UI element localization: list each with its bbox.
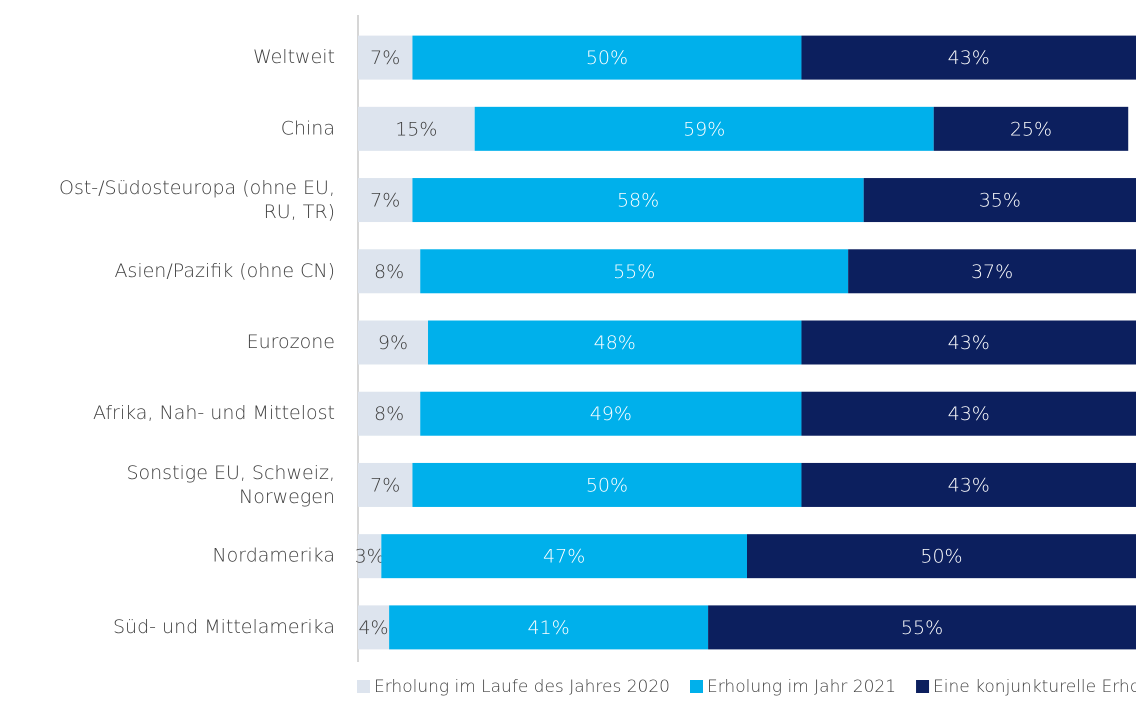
bar-segment [358,534,382,579]
value-label: 15% [395,118,437,140]
bar-segment [358,605,390,650]
category-label: Nordamerika [212,545,335,567]
bar-segment [863,178,1136,223]
bar-segment [933,106,1129,151]
value-label: 41% [527,617,569,639]
bar-segment [420,391,802,436]
value-label: 7% [370,474,400,496]
category-label: Weltweit [253,46,335,68]
legend-swatch [690,680,703,693]
value-label: 47% [543,546,585,568]
value-label: 55% [613,261,655,283]
value-label: 50% [586,474,628,496]
value-label: 7% [370,190,400,212]
value-label: 8% [374,261,404,283]
legend-swatch [357,680,370,693]
bar-segment [358,320,429,365]
bar-segment [708,605,1136,650]
bar-segment [801,462,1136,507]
bar-segment [358,249,421,294]
category-label: Eurozone [247,331,335,353]
value-label: 7% [370,47,400,69]
value-label: 3% [355,546,385,568]
bar-segment [412,462,802,507]
value-label: 55% [901,617,943,639]
bar-segment [747,534,1136,579]
bar-segment [381,534,747,579]
value-label: 37% [971,261,1013,283]
value-label: 58% [617,190,659,212]
category-label: Süd- und Mittelamerika [113,616,335,638]
value-label: 35% [979,190,1021,212]
bar-segment [801,320,1136,365]
category-label: Ost-/Südosteuropa (ohne EU, RU, TR) [59,177,335,223]
bar-segment [801,391,1136,436]
value-label: 48% [594,332,636,354]
bar-segment [428,320,802,365]
bar-segment [801,35,1136,80]
bar-segment [358,462,413,507]
bar-segment [389,605,709,650]
value-label: 4% [358,617,388,639]
bar-segment [358,391,421,436]
legend-label: Eine konjunkturelle Erholung wird länger… [933,677,1136,697]
value-label: 43% [948,474,990,496]
value-label: 50% [586,47,628,69]
value-label: 8% [374,403,404,425]
bar-segment [358,35,413,80]
value-label: 43% [948,403,990,425]
bar-segment [474,106,934,151]
category-label: Asien/Pazifik (ohne CN) [114,260,335,282]
bar-segment [358,178,413,223]
category-label: Sonstige EU, Schweiz, Norwegen [126,461,335,507]
value-label: 9% [378,332,408,354]
bar-segment [412,178,864,223]
bar-segment [420,249,849,294]
value-label: 43% [948,332,990,354]
value-label: 59% [683,118,725,140]
legend-label: Erholung im Jahr 2021 [707,677,896,697]
bar-segment [412,35,802,80]
bar-segment [848,249,1136,294]
category-label: China [281,117,335,139]
value-label: 49% [590,403,632,425]
legend-label: Erholung im Laufe des Jahres 2020 [374,677,670,697]
category-label: Afrika, Nah- und Mittelost [93,402,335,424]
value-label: 25% [1010,118,1052,140]
value-label: 43% [948,47,990,69]
bar-segment [358,106,475,151]
value-label: 50% [920,546,962,568]
legend-swatch [916,680,930,693]
